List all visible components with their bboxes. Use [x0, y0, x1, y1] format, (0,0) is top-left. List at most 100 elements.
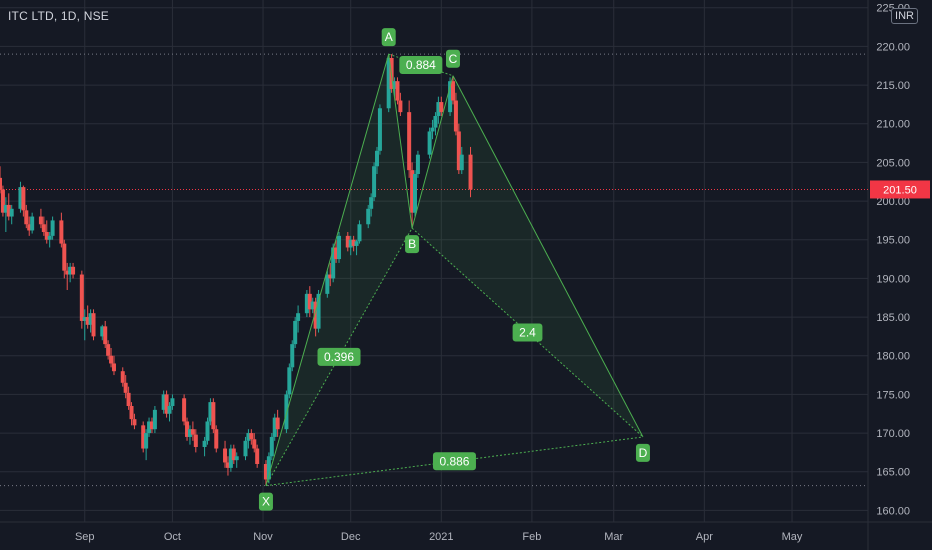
candle-body [3, 204, 8, 213]
ratio-label: 0.884 [406, 58, 436, 72]
candle-body [413, 174, 418, 213]
candle-body [398, 100, 403, 113]
candle-body [392, 81, 397, 89]
price-tick-label: 165.00 [876, 467, 910, 479]
candle-body [243, 440, 248, 457]
time-axis-label: Nov [253, 531, 273, 543]
time-axis-label: Sep [75, 531, 95, 543]
candle-body [334, 247, 339, 260]
candle-body [436, 102, 441, 116]
candle-body [182, 398, 187, 422]
price-tick-label: 175.00 [876, 389, 910, 401]
candle-body [234, 456, 239, 461]
candle-body [427, 131, 432, 155]
candle-body [65, 270, 70, 275]
symbol-title[interactable]: ITC LTD, 1D, NSE [8, 9, 109, 23]
currency-badge[interactable]: INR [891, 8, 918, 24]
pattern-leg-xa [265, 53, 390, 486]
candle-body [208, 402, 213, 422]
price-tick-label: 190.00 [876, 273, 910, 285]
current-price-badge [870, 180, 930, 199]
price-tick-label: 220.00 [876, 41, 910, 53]
price-tick-label: 210.00 [876, 119, 910, 131]
candle-body [202, 440, 207, 447]
time-axis-label: Feb [522, 531, 541, 543]
candle-body [439, 102, 444, 113]
price-tick-label: 200.00 [876, 196, 910, 208]
candle-body [147, 421, 152, 434]
candle-body [453, 100, 458, 132]
candle-body [205, 421, 210, 441]
point-label: B [408, 237, 416, 251]
time-axis-label: Dec [341, 531, 361, 543]
candle-body [410, 170, 415, 213]
candle-body [111, 363, 116, 372]
point-badge [381, 28, 396, 47]
candle-body [161, 394, 166, 410]
pattern-leg-cd [452, 75, 644, 438]
candle-body [100, 326, 105, 337]
time-axis-label: 2021 [429, 531, 453, 543]
price-tick-label: 170.00 [876, 428, 910, 440]
candle-body [167, 406, 172, 414]
candle-body [459, 154, 464, 171]
candle-body [68, 266, 73, 275]
candle-body [372, 166, 377, 198]
ratio-label: 2.4 [519, 326, 536, 340]
point-label: D [639, 446, 648, 460]
candle-body [141, 425, 146, 449]
candle-body [386, 58, 391, 109]
candle-body [310, 301, 315, 310]
candle-body [164, 394, 169, 414]
ratio-label: 0.396 [324, 350, 354, 364]
candle-body [190, 429, 195, 435]
candle-body [79, 274, 84, 321]
price-tick-label: 195.00 [876, 235, 910, 247]
candle-body [41, 224, 46, 232]
candle-body [354, 241, 359, 246]
candle-body [296, 313, 301, 321]
candle-body [456, 131, 461, 171]
time-axis-label: Apr [696, 531, 713, 543]
ratio-label: 0.886 [439, 454, 469, 468]
ratio-badge [399, 55, 443, 74]
point-badge [635, 443, 650, 462]
candle-body [348, 239, 353, 248]
candle-body [395, 81, 400, 101]
candle-body [407, 112, 412, 171]
point-badge [445, 49, 460, 68]
candle-body [369, 197, 374, 209]
candle-body [193, 434, 198, 447]
candle-body [316, 293, 321, 329]
candle-body [366, 208, 371, 225]
candle-body [211, 402, 216, 430]
ratio-line-xd [265, 436, 644, 487]
candle-body [30, 216, 35, 231]
candle-body [313, 301, 318, 329]
price-tick-label: 205.00 [876, 157, 910, 169]
candle-body [255, 448, 260, 464]
point-label: A [385, 30, 393, 44]
candle-body [357, 224, 362, 242]
candle-body [129, 406, 134, 420]
candle-body [0, 177, 2, 190]
ratio-badge [317, 347, 361, 366]
candle-body [59, 220, 64, 244]
candle-body [284, 394, 289, 430]
candle-body [450, 81, 455, 101]
time-axis-label: Oct [164, 531, 181, 543]
candle-body [27, 224, 32, 231]
candle-body [272, 417, 277, 437]
candle-body [123, 382, 128, 393]
candle-body [6, 204, 11, 217]
price-tick-label: 160.00 [876, 505, 910, 517]
candle-body [328, 274, 333, 279]
candle-body [0, 189, 5, 213]
pattern-leg-bc [411, 75, 454, 229]
candle-body [337, 235, 342, 260]
candle-body [325, 274, 330, 294]
candle-body [109, 355, 114, 364]
candle-body [290, 344, 295, 368]
